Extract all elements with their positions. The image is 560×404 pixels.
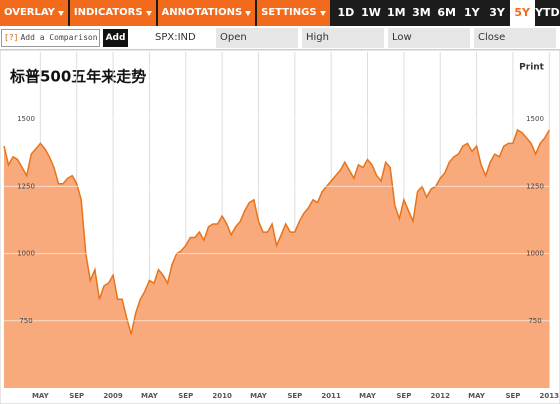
x-tick-label: MAY [32, 392, 50, 400]
menu-button[interactable]: ANNOTATIONS [157, 0, 256, 26]
x-tick-label: SEP [396, 392, 411, 400]
quote-field: Low [388, 28, 470, 48]
range-button[interactable]: 3Y [489, 6, 505, 19]
quote-field: Close [474, 28, 556, 48]
x-tick-label: MAY [359, 392, 377, 400]
x-tick-label: MAY [250, 392, 268, 400]
chart: 标普500五年来走势 Print MAY SEP 2009 MAY SEP 2010 MAY… [0, 50, 560, 404]
x-tick-label: SEP [178, 392, 193, 400]
y-tick-label: 1250 [17, 182, 35, 190]
dropdown-arrow [319, 10, 326, 16]
help-icon[interactable]: [?] [4, 33, 19, 42]
dropdown-arrow [245, 10, 252, 16]
range-button[interactable]: 5Y [509, 0, 535, 26]
y-tick-label: 1250 [526, 182, 544, 190]
menu-label: INDICATORS [73, 7, 143, 18]
comparison-input[interactable]: [?] Add a Comparison [1, 29, 100, 47]
range-button[interactable]: 1W [361, 6, 381, 19]
y-tick-label: 1000 [526, 250, 544, 258]
menu-label: OVERLAY [4, 7, 55, 18]
range-button[interactable]: 3M [412, 6, 431, 19]
range-button[interactable]: 1M [386, 6, 406, 19]
menu-label: SETTINGS [261, 7, 317, 18]
toolbar: OVERLAY INDICATORS ANNOTATIONS SETTINGS 1D 1W… [0, 0, 560, 26]
x-tick-label: SEP [69, 392, 84, 400]
y-tick-label: 1000 [17, 250, 35, 258]
x-tick-label: SEP [505, 392, 520, 400]
menu-button[interactable]: INDICATORS [69, 0, 156, 26]
x-tick-label: MAY [468, 392, 486, 400]
dropdown-arrow [57, 10, 64, 16]
print-button[interactable]: Print [519, 63, 545, 73]
x-tick-label: 2011 [321, 392, 341, 400]
placeholder: Add a Comparison [20, 33, 98, 42]
y-tick-label: 1500 [17, 115, 35, 123]
x-tick-label: MAY [141, 392, 159, 400]
ticker: SPX:IND [155, 32, 196, 43]
range-button[interactable]: 6M [437, 6, 456, 19]
chart-title: 标普500五年来走势 [9, 68, 146, 86]
dropdown-arrow [145, 10, 152, 16]
menu-label: ANNOTATIONS [161, 7, 243, 18]
quote-field: Open [216, 28, 298, 48]
x-tick-label: 2012 [430, 392, 450, 400]
range-button[interactable]: YTD [535, 6, 560, 19]
y-tick-label: 1500 [526, 115, 544, 123]
x-tick-label: 2013 [540, 392, 560, 400]
line [3, 128, 550, 335]
range-button[interactable]: 1Y [464, 6, 480, 19]
add-button[interactable]: Add [103, 29, 128, 47]
x-tick-label: 2009 [103, 392, 123, 400]
menu-button[interactable]: SETTINGS [257, 0, 330, 26]
range-button[interactable]: 1D [337, 6, 355, 19]
menu-button[interactable]: OVERLAY [0, 0, 68, 26]
quote-field: High [302, 28, 384, 48]
area [4, 130, 550, 388]
x-tick-label: SEP [287, 392, 302, 400]
y-tick-label: 750 [19, 317, 32, 325]
x-tick-label: 2010 [212, 392, 232, 400]
quote-row: [?] Add a Comparison Add SPX:IND Open High… [0, 27, 560, 50]
y-tick-label: 750 [528, 317, 541, 325]
